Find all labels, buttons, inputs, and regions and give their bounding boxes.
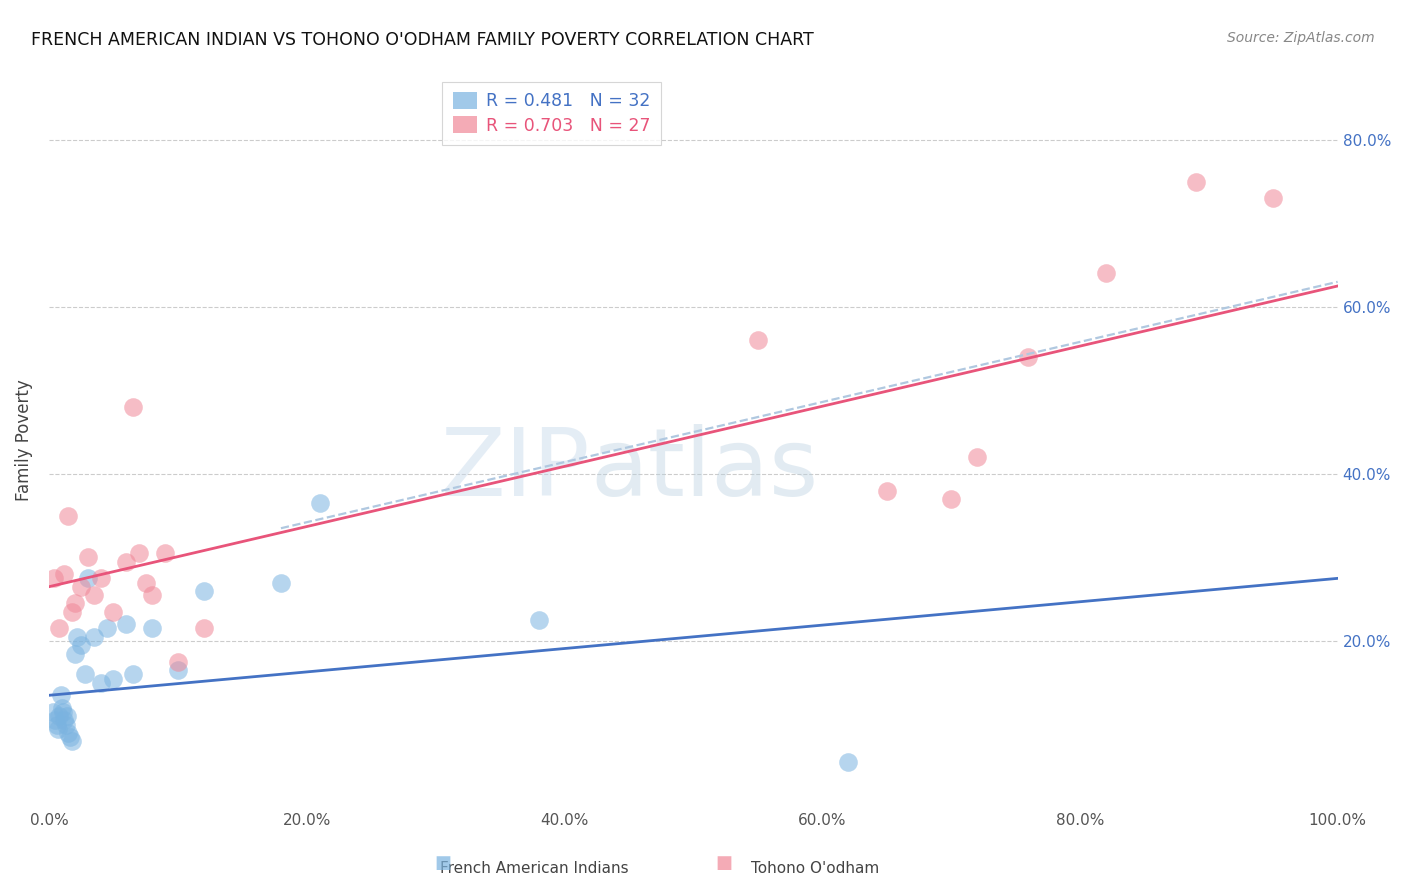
Point xyxy=(51,701,73,715)
Point xyxy=(308,496,330,510)
Point xyxy=(63,596,86,610)
Point xyxy=(55,717,77,731)
Point xyxy=(42,705,65,719)
Point xyxy=(89,571,111,585)
Point xyxy=(83,588,105,602)
Point xyxy=(193,622,215,636)
Point xyxy=(166,663,188,677)
Y-axis label: Family Poverty: Family Poverty xyxy=(15,380,32,501)
Text: ■: ■ xyxy=(716,855,733,872)
Point xyxy=(103,672,125,686)
Point xyxy=(141,622,163,636)
Point xyxy=(76,550,98,565)
Point xyxy=(60,605,83,619)
Point xyxy=(83,630,105,644)
Point xyxy=(60,734,83,748)
Point xyxy=(70,580,93,594)
Point xyxy=(966,450,988,465)
Point xyxy=(49,688,72,702)
Point xyxy=(48,622,70,636)
Text: Source: ZipAtlas.com: Source: ZipAtlas.com xyxy=(1227,31,1375,45)
Text: French American Indians: French American Indians xyxy=(440,861,628,876)
Point xyxy=(876,483,898,498)
Legend: R = 0.481   N = 32, R = 0.703   N = 27: R = 0.481 N = 32, R = 0.703 N = 27 xyxy=(443,82,661,145)
Point xyxy=(135,575,157,590)
Point xyxy=(53,714,76,728)
Point xyxy=(1017,350,1039,364)
Point xyxy=(1094,267,1116,281)
Point xyxy=(42,571,65,585)
Point xyxy=(73,667,96,681)
Point xyxy=(58,730,80,744)
Point xyxy=(527,613,550,627)
Point xyxy=(96,622,118,636)
Point xyxy=(121,400,143,414)
Point xyxy=(103,605,125,619)
Point xyxy=(46,722,69,736)
Point xyxy=(193,583,215,598)
Point xyxy=(53,567,76,582)
Point xyxy=(939,491,962,506)
Point xyxy=(66,630,89,644)
Point xyxy=(166,655,188,669)
Point xyxy=(52,705,75,719)
Point xyxy=(115,555,138,569)
Point xyxy=(70,638,93,652)
Point xyxy=(44,714,66,728)
Point xyxy=(45,717,67,731)
Point xyxy=(63,647,86,661)
Text: ZIP: ZIP xyxy=(440,424,591,516)
Text: ■: ■ xyxy=(434,855,451,872)
Point xyxy=(1263,191,1285,205)
Point xyxy=(58,726,80,740)
Point xyxy=(115,617,138,632)
Text: Tohono O'odham: Tohono O'odham xyxy=(751,861,880,876)
Point xyxy=(128,546,150,560)
Point xyxy=(837,755,859,769)
Point xyxy=(76,571,98,585)
Text: atlas: atlas xyxy=(591,424,818,516)
Point xyxy=(1185,175,1208,189)
Point xyxy=(121,667,143,681)
Point xyxy=(58,508,80,523)
Point xyxy=(747,333,769,347)
Point xyxy=(153,546,176,560)
Point xyxy=(270,575,292,590)
Point xyxy=(48,709,70,723)
Text: FRENCH AMERICAN INDIAN VS TOHONO O'ODHAM FAMILY POVERTY CORRELATION CHART: FRENCH AMERICAN INDIAN VS TOHONO O'ODHAM… xyxy=(31,31,814,49)
Point xyxy=(141,588,163,602)
Point xyxy=(56,709,79,723)
Point xyxy=(89,675,111,690)
